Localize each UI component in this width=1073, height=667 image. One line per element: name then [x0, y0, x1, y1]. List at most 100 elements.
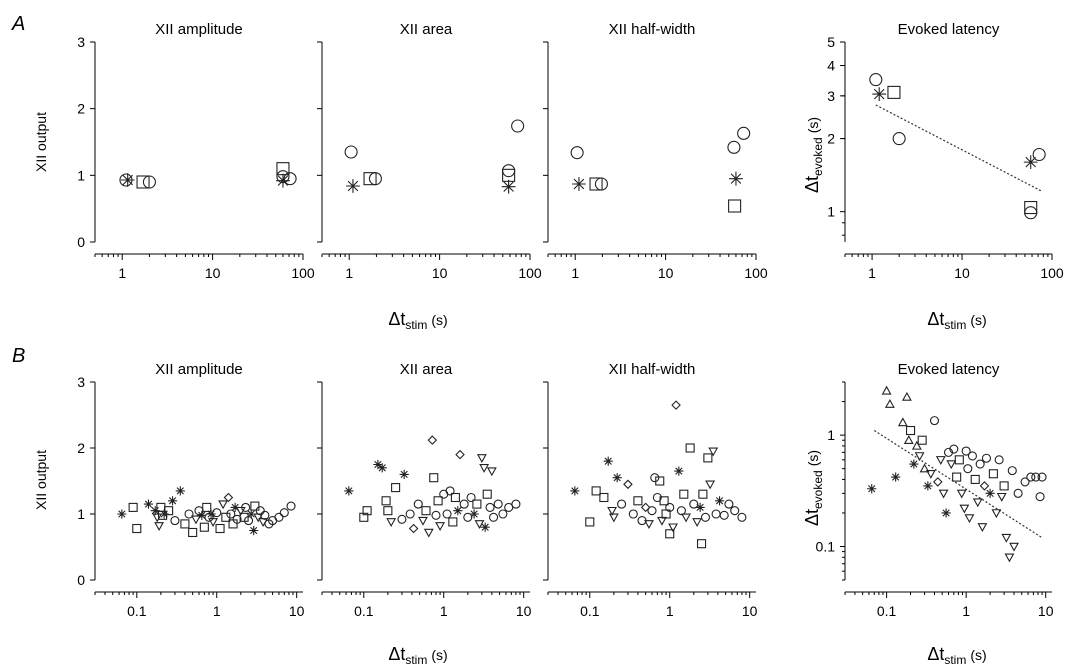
- x-tick-label: 100: [744, 265, 768, 281]
- data-point: [429, 473, 439, 483]
- data-point: [215, 523, 225, 534]
- data-point: [150, 506, 160, 516]
- data-point: [925, 469, 936, 479]
- data-point: [363, 172, 377, 186]
- data-point: [719, 510, 729, 520]
- chart-a2: XII area 1 10 100: [317, 21, 542, 281]
- x-tick-label: 10: [1038, 603, 1054, 619]
- chart-title: XII half-width: [609, 361, 696, 378]
- x-tick-label: 1: [571, 265, 579, 281]
- data-point: [381, 496, 391, 506]
- data-point: [498, 509, 508, 519]
- data-point: [963, 464, 973, 474]
- data-point: [408, 523, 419, 534]
- data-point: [623, 479, 633, 490]
- data-point: [482, 489, 492, 499]
- xlabel-b: Δtstim (s): [388, 644, 447, 667]
- x-tick-label: 0.1: [877, 603, 897, 619]
- data-point: [869, 73, 883, 87]
- y-tick-label: 1: [827, 427, 835, 443]
- data-point: [493, 499, 503, 509]
- x-tick-label: 1: [962, 603, 970, 619]
- data-point: [665, 502, 675, 512]
- data-point: [362, 506, 372, 516]
- data-point: [250, 501, 260, 511]
- data-point: [276, 173, 290, 188]
- data-point: [202, 502, 212, 512]
- data-point: [1013, 488, 1023, 498]
- data-point: [594, 177, 608, 191]
- data-point: [650, 473, 660, 483]
- data-point: [655, 476, 665, 486]
- data-point: [572, 177, 586, 191]
- x-tick-label: 0.1: [580, 603, 600, 619]
- data-point: [255, 506, 265, 516]
- data-point: [274, 512, 284, 522]
- data-point: [929, 416, 940, 426]
- ylabel-output-a: XII output: [33, 112, 49, 172]
- x-tick-label: 10: [658, 265, 674, 281]
- data-point: [994, 455, 1004, 465]
- data-point: [1032, 147, 1046, 162]
- y-tick-label: 3: [77, 374, 85, 390]
- data-point: [711, 509, 721, 519]
- data-point: [504, 502, 514, 512]
- data-point: [674, 466, 684, 476]
- data-point: [427, 435, 438, 445]
- x-tick-label: 1: [345, 265, 353, 281]
- data-point: [708, 447, 719, 457]
- data-point: [485, 502, 495, 512]
- data-point: [897, 417, 908, 427]
- data-point: [1004, 553, 1015, 563]
- x-tick-label: 100: [291, 265, 315, 281]
- data-point: [652, 492, 662, 503]
- data-point: [344, 145, 358, 159]
- data-point: [136, 175, 150, 189]
- data-point: [923, 481, 933, 491]
- data-point: [911, 440, 922, 450]
- data-point: [188, 527, 198, 538]
- data-point: [418, 516, 428, 526]
- data-point: [391, 483, 401, 493]
- data-point: [949, 444, 959, 454]
- data-point: [914, 452, 925, 462]
- data-point: [450, 492, 460, 503]
- ylabel-output-b: XII output: [33, 450, 49, 510]
- data-point: [903, 435, 914, 444]
- data-point: [941, 508, 951, 518]
- data-point: [703, 453, 713, 463]
- chart-b3: XII half-width 0.1 1 10: [543, 361, 758, 619]
- data-point: [184, 509, 194, 519]
- data-point: [249, 525, 259, 536]
- chart-a4: Evoked latency 1 2 3 4 5 1 10 100: [827, 21, 1064, 281]
- data-point: [474, 520, 485, 530]
- data-point: [480, 522, 490, 532]
- data-point: [373, 459, 383, 470]
- data-point: [1037, 472, 1047, 482]
- data-point: [359, 512, 369, 522]
- data-point: [727, 140, 741, 154]
- data-point: [730, 506, 740, 516]
- data-point: [132, 523, 142, 534]
- data-point: [628, 509, 638, 519]
- data-point: [175, 486, 185, 496]
- y-tick-label: 1: [827, 204, 835, 220]
- data-point: [413, 499, 423, 509]
- data-point: [180, 519, 190, 529]
- data-point: [197, 510, 207, 520]
- chart-title: XII half-width: [609, 21, 696, 38]
- data-point: [399, 469, 409, 479]
- data-point: [164, 506, 174, 516]
- data-point: [223, 492, 234, 503]
- data-point: [935, 456, 946, 465]
- data-point: [208, 518, 219, 528]
- data-point: [120, 173, 135, 187]
- y-tick-label: 1: [77, 506, 85, 522]
- data-point: [152, 513, 163, 523]
- data-point: [1024, 206, 1038, 220]
- data-point: [472, 499, 482, 509]
- data-point: [975, 459, 985, 469]
- data-point: [469, 509, 479, 519]
- y-tick-label: 0: [77, 234, 85, 250]
